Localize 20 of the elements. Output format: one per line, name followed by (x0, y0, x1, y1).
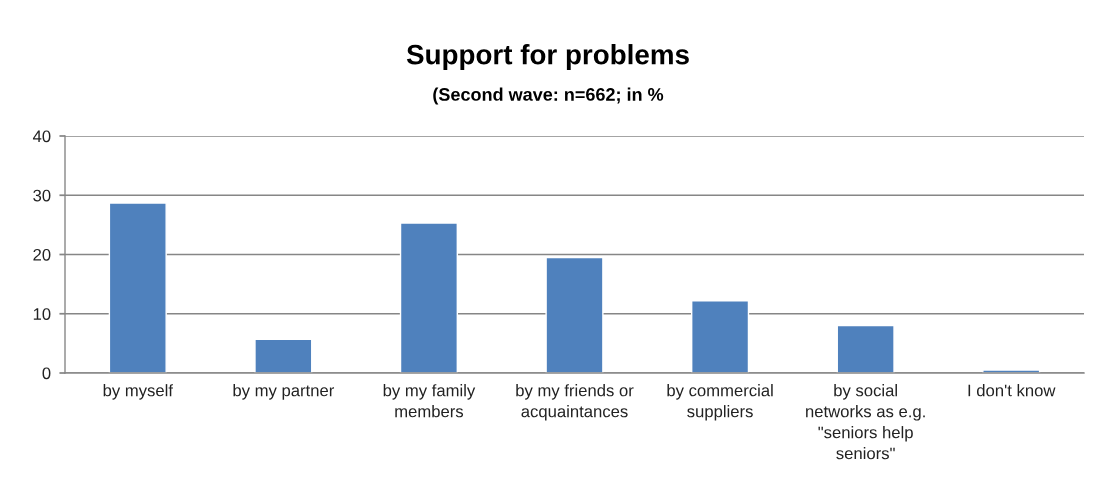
chart-title: Support for problems (406, 44, 689, 70)
bar (108, 202, 167, 373)
x-tick-label: by myself (103, 384, 174, 400)
x-tick-label: by social networks as e.g. "seniors help seniors" (806, 384, 925, 460)
y-tick-label: 20 (33, 248, 51, 261)
y-tick-label: 10 (33, 308, 51, 320)
bar (254, 338, 313, 373)
bar (545, 256, 604, 373)
bar (836, 324, 895, 373)
y-tick-label: 0 (42, 367, 51, 380)
x-tick-label: I don't know (968, 384, 1056, 397)
y-tick-label: 30 (33, 189, 51, 202)
y-tick-label: 40 (32, 130, 51, 143)
x-tick-label: by commercial suppliers (667, 384, 773, 421)
bar (690, 300, 750, 373)
x-tick-label: by my family members (383, 384, 476, 418)
chart-subtitle: (Second wave: n=662; in % (433, 87, 664, 105)
bar (399, 222, 459, 373)
x-tick-label: by my friends or acquaintances (516, 384, 634, 421)
x-tick-label: by my partner (233, 384, 335, 400)
